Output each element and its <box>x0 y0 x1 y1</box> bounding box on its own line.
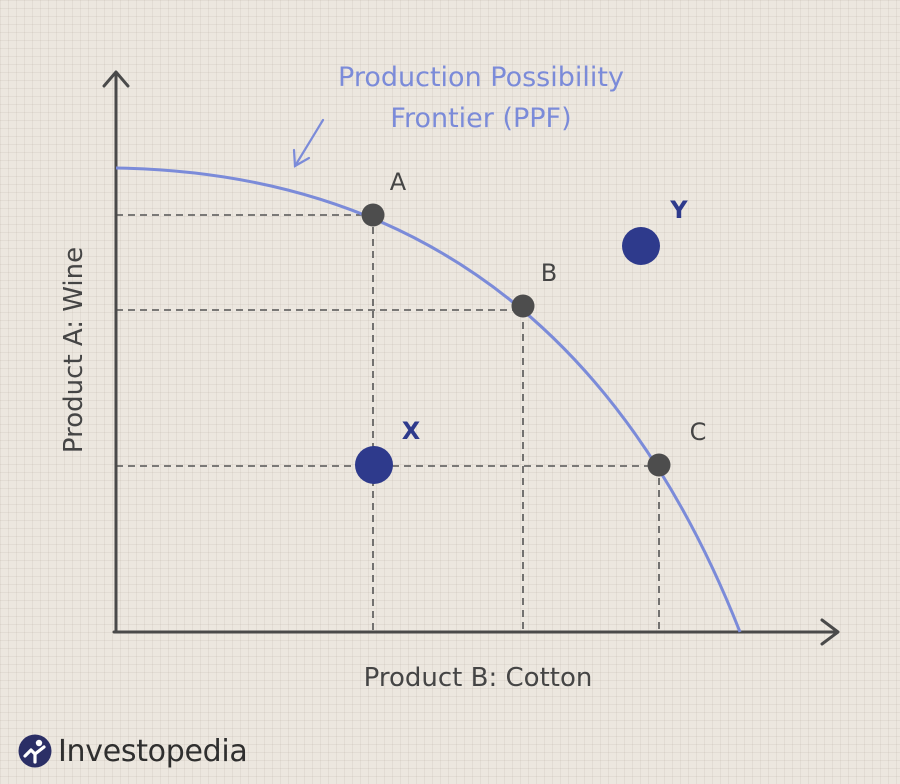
point-y <box>622 227 660 265</box>
label-c: C <box>690 418 707 446</box>
investopedia-logo: Investopedia <box>18 730 248 772</box>
investopedia-logo-text: Investopedia <box>58 733 248 769</box>
x-axis-label: Product B: Cotton <box>364 663 593 693</box>
point-a <box>361 203 385 227</box>
label-a: A <box>390 168 407 196</box>
curve-pointer-arrow <box>292 118 325 168</box>
investopedia-logo-icon <box>18 734 52 768</box>
point-b <box>511 294 535 318</box>
ppf-curve <box>115 166 742 633</box>
label-b: B <box>541 259 557 287</box>
label-x: X <box>402 417 421 445</box>
y-axis-label: Product A: Wine <box>59 247 89 453</box>
y-axis-arrow <box>102 70 130 88</box>
label-y: Y <box>669 196 688 224</box>
ppf-title-line1: Production Possibility <box>338 62 624 93</box>
x-axis-arrow <box>820 618 840 646</box>
point-c <box>647 453 671 477</box>
point-x <box>355 446 393 484</box>
guide-lines <box>116 214 660 630</box>
ppf-title-line2: Frontier (PPF) <box>390 103 571 134</box>
